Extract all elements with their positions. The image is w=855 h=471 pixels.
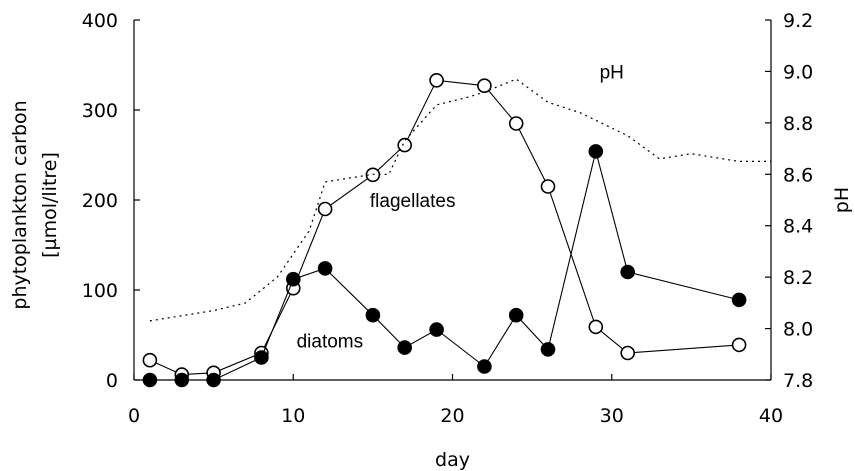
- right-y-tick-label: 7.8: [783, 370, 813, 392]
- diatoms-point: [731, 292, 747, 308]
- left-y-tick-label: 300: [82, 100, 118, 122]
- annotation-flagellates: flagellates: [370, 191, 456, 212]
- flagellates-point: [620, 345, 636, 361]
- axes: 0 10 20 30 4001002003004007.88.08.28.48.68.8…: [82, 10, 813, 427]
- right-y-tick-label: 8.8: [783, 113, 813, 135]
- flagellates-point: [429, 73, 444, 88]
- left-y-tick-label: 200: [82, 190, 118, 212]
- flagellates-point: [540, 179, 556, 194]
- left-y-axis-label-line1: phytoplankton carbon: [9, 100, 31, 309]
- diatoms-point: [429, 322, 444, 337]
- ph-series: [149, 78, 771, 322]
- left-y-axis-label-line2: [µmol/litre]: [39, 152, 61, 258]
- flagellates-point: [142, 352, 158, 368]
- left-y-tick-label: 0: [106, 370, 118, 392]
- annotation-diatoms: diatoms: [297, 331, 364, 352]
- flagellates-point: [317, 201, 333, 217]
- diatoms-point: [477, 359, 492, 374]
- x-axis-label: day: [435, 449, 470, 471]
- flagellates-point: [508, 116, 524, 131]
- diatoms-point: [397, 340, 413, 355]
- x-tick-label: 40: [759, 405, 783, 427]
- diatoms-point: [174, 372, 190, 388]
- diatoms-series: [142, 144, 747, 388]
- x-tick-label: 30: [600, 405, 624, 427]
- right-y-axis-label: pH: [831, 187, 853, 213]
- diatoms-point: [317, 261, 333, 276]
- ph-line: [149, 78, 771, 322]
- right-y-tick-label: 8.0: [783, 319, 813, 341]
- annotations: pH flagellates diatoms: [297, 62, 624, 352]
- diatoms-point: [508, 307, 524, 323]
- left-y-tick-label: 400: [82, 10, 118, 32]
- diatoms-point: [254, 350, 269, 365]
- right-y-tick-label: 9.2: [783, 10, 813, 32]
- diatoms-point: [620, 264, 636, 280]
- flagellates-line: [149, 79, 740, 376]
- right-y-tick-label: 9.0: [783, 61, 813, 83]
- flagellates-point: [397, 137, 413, 153]
- labels: day pH phytoplankton carbon [µmol/litre]: [9, 100, 853, 471]
- flagellates-point: [477, 78, 492, 93]
- right-y-tick-label: 8.2: [783, 267, 813, 289]
- flagellates-point: [588, 319, 604, 335]
- annotation-ph: pH: [600, 62, 624, 83]
- left-y-tick-label: 100: [82, 280, 118, 302]
- diatoms-point: [285, 271, 301, 287]
- x-tick-label: 10: [281, 405, 305, 427]
- diatoms-point: [206, 372, 221, 388]
- x-tick-label: 0: [128, 405, 140, 427]
- diatoms-point: [365, 307, 381, 323]
- series-layer: [142, 73, 771, 388]
- right-y-tick-label: 8.6: [783, 164, 813, 186]
- diatoms-point: [540, 342, 556, 357]
- right-y-tick-label: 8.4: [783, 216, 813, 238]
- diatoms-point: [588, 144, 604, 159]
- x-tick-label: 20: [440, 405, 464, 427]
- diatoms-point: [142, 372, 158, 388]
- flagellates-series: [142, 73, 747, 382]
- diatoms-line: [149, 151, 740, 381]
- flagellates-point: [731, 337, 747, 353]
